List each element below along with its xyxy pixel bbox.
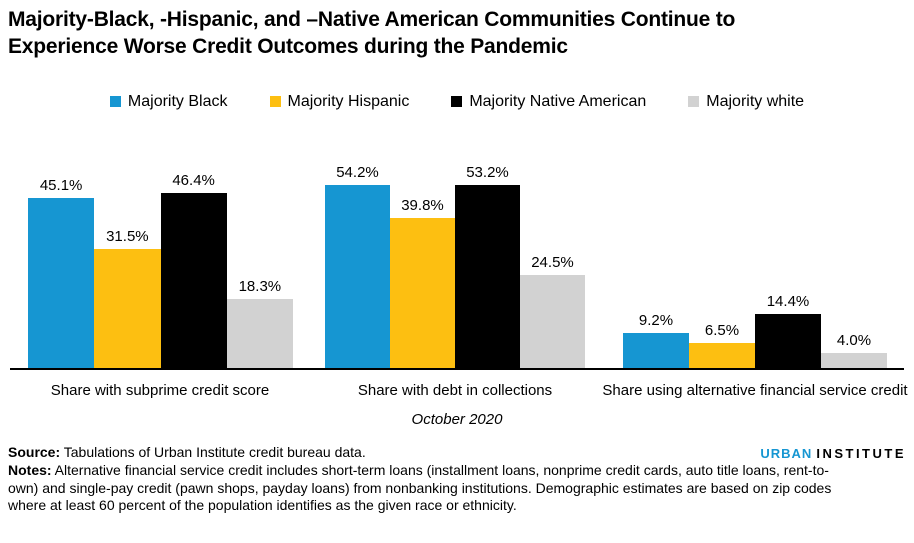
logo-urban-text: URBAN (760, 445, 813, 461)
bar-value-label: 14.4% (766, 292, 810, 310)
bar-value-label: 45.1% (39, 176, 83, 194)
source-label: Source: (8, 443, 61, 460)
category-label-subprime: Share with subprime credit score (50, 381, 270, 399)
bar-value-label: 18.3% (238, 277, 282, 295)
bar-wrap: 46.4% (160, 164, 227, 368)
legend-item-label: Majority Black (127, 92, 228, 110)
bar-group-2: 9.2% 6.5% 14.4% 4.0% (623, 164, 887, 368)
legend-swatch-icon (109, 96, 121, 108)
bar-majority-white-cat1 (520, 274, 585, 368)
bar-majority-native-american-cat1 (455, 184, 520, 368)
chart-legend: Majority Black Majority Hispanic Majority … (0, 93, 914, 111)
notes-note: Notes: Alternative financial service cre… (8, 462, 853, 515)
legend-item-majority-native-american: Majority Native American (451, 93, 646, 111)
legend-swatch-icon (451, 96, 463, 108)
category-label-alternative: Share using alternative financial servic… (602, 381, 908, 399)
urban-institute-logo: URBAN INSTITUTE (760, 446, 906, 461)
bar-wrap: 54.2% (325, 164, 390, 368)
legend-item-label: Majority Hispanic (287, 92, 410, 110)
bar-majority-hispanic-cat1 (390, 217, 455, 368)
bar-wrap: 45.1% (28, 164, 95, 368)
notes-label: Notes: (8, 462, 52, 479)
x-axis-labels: Share with subprime credit score Share w… (0, 370, 914, 430)
bar-wrap: 9.2% (623, 164, 689, 368)
bar-majority-black-cat2 (623, 332, 689, 368)
bar-majority-black-cat0 (28, 197, 95, 368)
bar-value-label: 6.5% (704, 321, 740, 339)
bar-value-label: 53.2% (466, 163, 509, 181)
bar-majority-white-cat2 (821, 352, 887, 368)
bar-majority-hispanic-cat0 (94, 248, 161, 368)
bar-wrap: 53.2% (455, 164, 520, 368)
bar-majority-white-cat0 (226, 298, 293, 368)
page-title: Majority-Black, -Hispanic, and –Native A… (8, 8, 736, 59)
legend-swatch-icon (688, 96, 700, 108)
chart-footer: URBAN INSTITUTE Source: Tabulations of Ur… (0, 444, 914, 515)
bar-wrap: 31.5% (94, 164, 161, 368)
bar-value-label: 24.5% (531, 253, 574, 271)
legend-item-label: Majority Native American (469, 92, 647, 110)
bar-chart-plot: 45.1% 31.5% 46.4% 18.3% 54.2% 39.8% 53.2% 24.5%… (10, 164, 904, 370)
source-note: Source: Tabulations of Urban Institute c… (8, 444, 906, 462)
notes-text: Alternative financial service credit inc… (8, 462, 832, 514)
legend-swatch-icon (269, 96, 281, 108)
chart-page: Majority-Black, -Hispanic, and –Native A… (0, 6, 914, 543)
legend-item-majority-white: Majority white (688, 93, 804, 111)
bar-wrap: 14.4% (755, 164, 821, 368)
bar-wrap: 39.8% (390, 164, 455, 368)
bar-group-0: 45.1% 31.5% 46.4% 18.3% (28, 164, 293, 368)
bar-value-label: 46.4% (172, 171, 215, 189)
legend-item-label: Majority white (706, 92, 805, 110)
bar-wrap: 18.3% (226, 164, 293, 368)
bar-wrap: 24.5% (520, 164, 585, 368)
legend-item-majority-hispanic: Majority Hispanic (269, 92, 410, 111)
legend-item-majority-black: Majority Black (109, 92, 228, 111)
bar-value-label: 31.5% (106, 227, 149, 245)
bar-value-label: 54.2% (336, 163, 379, 181)
x-axis-caption: October 2020 (411, 410, 503, 428)
logo-institute-text: INSTITUTE (816, 445, 906, 461)
bar-value-label: 9.2% (638, 311, 674, 329)
bar-wrap: 4.0% (821, 164, 887, 368)
category-label-collections: Share with debt in collections (357, 381, 553, 399)
bar-majority-native-american-cat0 (160, 192, 227, 368)
bar-majority-native-american-cat2 (755, 313, 821, 368)
bar-majority-hispanic-cat2 (689, 342, 755, 368)
bar-value-label: 4.0% (836, 331, 872, 349)
bar-majority-black-cat1 (325, 184, 390, 368)
bar-group-1: 54.2% 39.8% 53.2% 24.5% (325, 164, 585, 368)
source-text: Tabulations of Urban Institute credit bu… (60, 443, 366, 460)
bar-wrap: 6.5% (689, 164, 755, 368)
bar-value-label: 39.8% (401, 196, 444, 214)
